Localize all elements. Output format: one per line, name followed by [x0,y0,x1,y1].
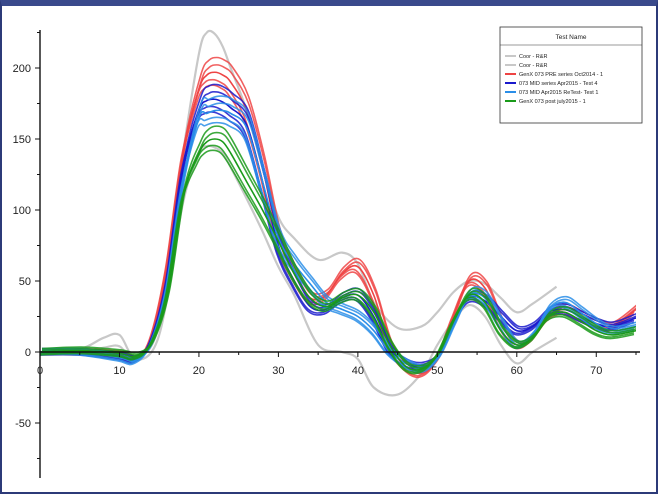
legend: Test Name Coor - R&R Coor - R&R GenX 073 P… [499,26,643,124]
series-line [41,125,636,367]
axes-layer: -50 0 50 100 150 200 0 10 20 30 40 50 60 70 [13,30,640,478]
series-line [41,83,636,364]
series-line [40,98,636,368]
x-tick-label: 10 [113,365,125,377]
series-line [40,84,635,379]
x-tick-label: 60 [511,365,523,377]
series-line [40,111,635,371]
series-line [40,149,635,375]
legend-entry-label: Coor - R&R [519,54,547,60]
series-line [40,121,635,374]
y-tick-label: 50 [19,276,31,288]
legend-entry-label: GenX 073 PRE series Oct2014 - 1 [519,72,603,78]
series-line [41,102,636,368]
series-0 [40,29,558,358]
x-tick-label: 50 [431,365,443,377]
legend-entry-label: 073 MID Apr2015 ReTest- Test 1 [519,90,598,96]
x-tick-label: 30 [272,365,284,377]
legend-title: Test Name [555,34,586,41]
series-line [40,78,635,377]
series-line [40,109,636,370]
series-line [40,105,635,370]
x-tick-label: 0 [37,365,43,377]
y-tick-label: 200 [13,63,31,75]
series-line [40,144,558,397]
series-line [41,90,636,366]
series-line [40,29,558,358]
series-3 [40,83,636,371]
series-5 [40,125,636,375]
legend-entry-label: GenX 073 post july2015 - 1 [519,99,586,105]
legend-box [499,26,643,124]
series-line [41,131,636,369]
y-tick-label: -50 [15,418,31,430]
y-tick-label: 150 [13,134,31,146]
series-line [40,144,635,373]
series-1 [40,144,558,397]
y-tick-label: 100 [13,205,31,217]
y-tick-label: 0 [25,347,31,359]
x-tick-label: 20 [193,365,205,377]
legend-entry-label: 073 MID series Apr2015 - Test 4 [519,81,597,87]
x-tick-label: 40 [352,365,364,377]
x-tick-label: 70 [590,365,602,377]
legend-entry-label: Coor - R&R [519,63,547,69]
series-layer [40,29,636,397]
series-line [41,95,636,366]
series-line [40,138,636,371]
series-4 [40,95,636,374]
series-line [40,116,635,372]
